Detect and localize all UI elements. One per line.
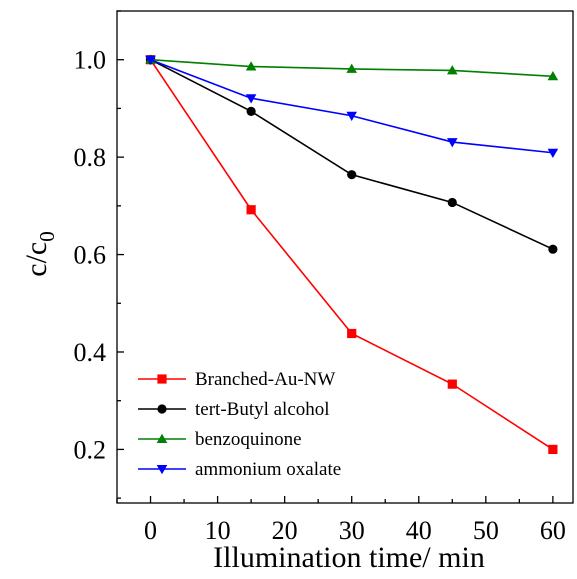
data-point: [548, 444, 558, 455]
y-axis-title-subscript: 0: [35, 231, 59, 242]
data-point: [245, 94, 257, 104]
data-point: [547, 148, 559, 159]
x-tick-label: 0: [144, 516, 157, 545]
data-point: [246, 106, 256, 116]
plot-lines: [145, 54, 559, 455]
series-line: [150, 58, 553, 154]
data-point: [347, 328, 357, 339]
data-point: [246, 205, 256, 215]
data-point: [548, 244, 558, 254]
series-line: [150, 59, 554, 250]
data-point: [547, 70, 559, 81]
series-ammonium oxalate: [145, 55, 559, 159]
x-tick-label: 20: [272, 516, 298, 545]
legend-label: tert-Butyl alcohol: [195, 399, 330, 420]
y-axis-title-main: c/c: [20, 242, 53, 277]
y-tick-label: 1.0: [74, 46, 107, 75]
x-tick-label: 30: [339, 516, 365, 545]
legend-entry: benzoquinone: [138, 429, 302, 450]
legend-marker: [157, 404, 167, 414]
x-tick-label: 10: [205, 516, 231, 545]
series-tert-Butyl alcohol: [145, 55, 558, 254]
data-point: [447, 138, 458, 148]
data-point: [346, 111, 357, 122]
legend-entry: Branched-Au-NW: [138, 369, 335, 390]
legend-label: ammonium oxalate: [195, 459, 341, 480]
y-tick-label: 0.8: [74, 143, 107, 172]
data-point: [145, 55, 156, 66]
legend-marker: [156, 465, 168, 475]
x-tick-label: 40: [406, 516, 432, 545]
x-tick-label: 50: [473, 516, 499, 545]
y-tick-label: 0.6: [74, 241, 107, 270]
legend-marker: [156, 433, 168, 443]
legend-label: Branched-Au-NW: [195, 369, 335, 390]
legend: Branched-Au-NW tert-Butyl alcohol benzoqui…: [138, 369, 341, 480]
data-point: [447, 197, 457, 208]
y-tick-label: 0.4: [74, 338, 107, 367]
x-axis-title: Illumination time/ min: [213, 541, 485, 574]
data-point: [245, 61, 257, 71]
data-point: [347, 170, 357, 180]
legend-label: benzoquinone: [195, 429, 302, 450]
data-point: [447, 379, 457, 389]
y-tick-label: 0.2: [74, 435, 107, 464]
legend-entry: tert-Butyl alcohol: [138, 399, 330, 420]
series-benzoquinone: [145, 54, 559, 81]
plot-frame: [116, 10, 574, 504]
legend-entry: ammonium oxalate: [138, 459, 341, 480]
data-point: [447, 65, 458, 75]
data-point: [346, 63, 357, 73]
y-axis-title: c/c0: [20, 231, 59, 276]
legend-marker: [157, 374, 167, 384]
x-tick-label: 60: [540, 516, 566, 545]
axes: 0 10 20 30 40 50 60 0.2 0.4 0.6 0.8 1.0 Illumination…: [20, 10, 574, 574]
